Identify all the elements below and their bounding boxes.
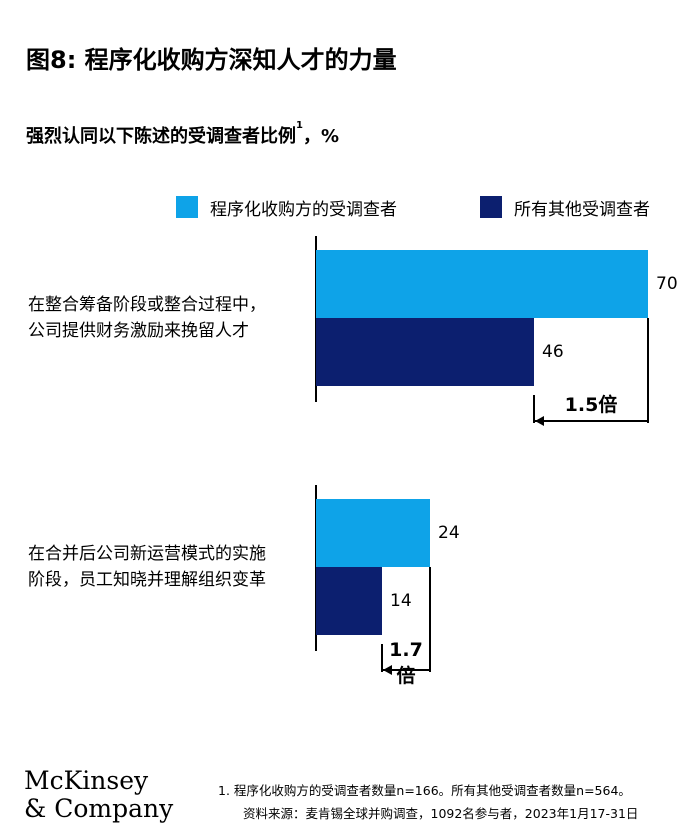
mckinsey-logo-line-2: & Company	[24, 794, 174, 823]
value-label-others-1: 46	[542, 342, 564, 362]
value-label-others-2: 14	[390, 591, 412, 611]
ratio-label-2: 1.7倍	[389, 639, 423, 687]
category-label-1-line-2: 公司提供财务激励来挽留人才	[28, 321, 249, 341]
subtitle-text: 强烈认同以下陈述的受调查者比例	[26, 126, 296, 147]
mckinsey-logo-line-1: McKinsey	[24, 766, 149, 795]
category-label-2: 在合并后公司新运营模式的实施 阶段，员工知晓并理解组织变革	[28, 541, 266, 593]
bar-others-1	[316, 318, 534, 386]
legend-label-acquirers: 程序化收购方的受调查者	[210, 199, 397, 220]
ratio-bracket-line-2	[382, 669, 430, 671]
ratio-bracket-right-2	[429, 567, 431, 672]
legend-label-others: 所有其他受调查者	[514, 199, 650, 220]
value-label-acquirers-2: 24	[438, 523, 460, 543]
category-label-2-line-1: 在合并后公司新运营模式的实施	[28, 544, 266, 564]
chart-subtitle: 强烈认同以下陈述的受调查者比例1，%	[26, 120, 340, 148]
page-title: 图8: 程序化收购方深知人才的力量	[26, 46, 397, 74]
bar-acquirers-1	[316, 250, 648, 318]
bar-acquirers-2	[316, 499, 430, 567]
ratio-arrow-2	[383, 665, 392, 675]
legend-swatch-others	[480, 196, 502, 218]
ratio-label-1: 1.5倍	[564, 394, 618, 416]
footnote: 1. 程序化收购方的受调查者数量n=166。所有其他受调查者数量n=564。	[218, 783, 631, 798]
bar-others-2	[316, 567, 382, 635]
source-note: 资料来源：麦肯锡全球并购调查，1092名参与者，2023年1月17-31日	[243, 806, 639, 821]
footnote-marker: 1	[296, 120, 303, 131]
legend-item-others: 所有其他受调查者	[480, 195, 650, 220]
ratio-bracket-left-2	[381, 644, 383, 672]
legend-swatch-acquirers	[176, 196, 198, 218]
value-label-acquirers-1: 70	[656, 274, 678, 294]
subtitle-unit: ，%	[302, 126, 340, 147]
legend-item-acquirers: 程序化收购方的受调查者	[176, 195, 397, 220]
ratio-bracket-line-1	[534, 420, 648, 422]
category-label-1-line-1: 在整合筹备阶段或整合过程中，	[28, 295, 266, 315]
category-label-2-line-2: 阶段，员工知晓并理解组织变革	[28, 570, 266, 590]
category-label-1: 在整合筹备阶段或整合过程中， 公司提供财务激励来挽留人才	[28, 292, 266, 344]
ratio-bracket-right-1	[647, 318, 649, 423]
ratio-bracket-left-1	[533, 395, 535, 423]
ratio-arrow-1	[535, 416, 544, 426]
